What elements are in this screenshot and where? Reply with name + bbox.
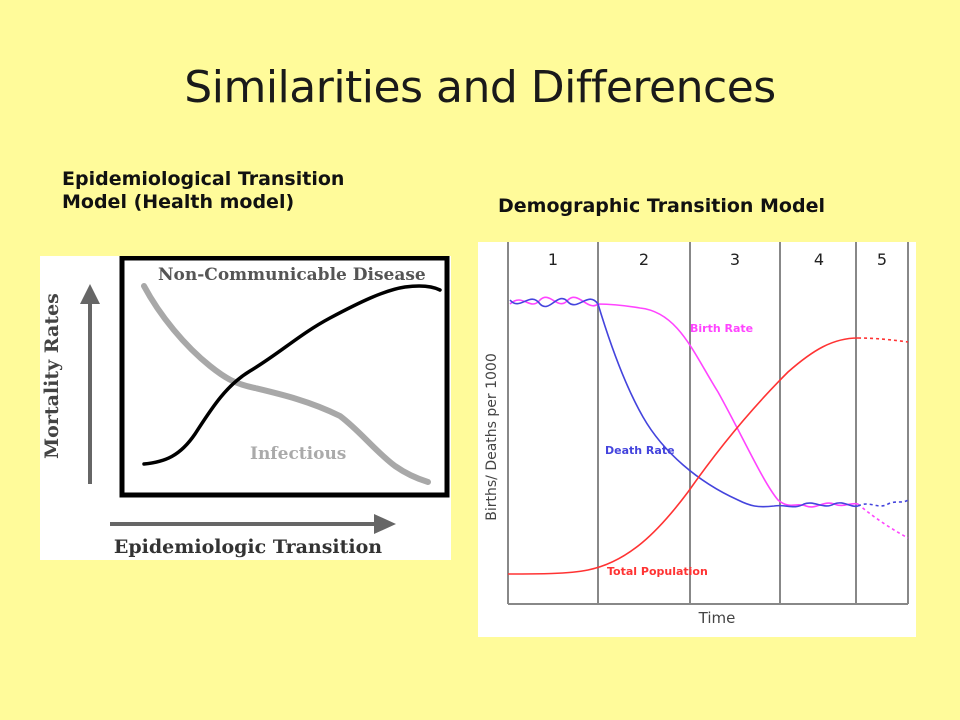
stage-4-label: 4 — [814, 250, 824, 269]
stage-3-label: 3 — [730, 250, 740, 269]
total-population-curve — [507, 337, 859, 575]
infectious-label: Infectious — [250, 444, 346, 464]
stage-1-label: 1 — [548, 250, 558, 269]
stage-2-label: 2 — [639, 250, 649, 269]
demographic-transition-diagram: 1 2 3 4 5 Births/ Deaths per 1000 Time B… — [478, 242, 916, 637]
death-rate-label: Death Rate — [605, 444, 675, 457]
epidemiologic-transition-label: Epidemiologic Transition — [114, 536, 382, 558]
death-rate-projection — [857, 499, 909, 507]
non-communicable-disease-label: Non-Communicable Disease — [158, 265, 426, 285]
epidemiological-svg: Mortality Rates Epidemiologic Transition… — [41, 256, 450, 558]
time-axis-label: Time — [698, 609, 736, 627]
mortality-rates-label: Mortality Rates — [41, 293, 63, 459]
total-population-label: Total Population — [607, 565, 708, 578]
infectious-curve — [141, 283, 431, 485]
birth-rate-label: Birth Rate — [690, 322, 753, 335]
slide-title: Similarities and Differences — [184, 62, 776, 113]
demographic-model-heading: Demographic Transition Model — [498, 195, 825, 217]
epidemiological-transition-diagram: Mortality Rates Epidemiologic Transition… — [40, 256, 451, 560]
death-rate-curve — [509, 297, 859, 508]
total-population-projection — [857, 337, 909, 343]
demographic-svg: 1 2 3 4 5 Births/ Deaths per 1000 Time B… — [484, 242, 909, 627]
diagram-frame — [119, 256, 450, 498]
non-communicable-curve — [142, 284, 442, 466]
stage-5-label: 5 — [877, 250, 887, 269]
epidemiological-model-heading: Epidemiological Transition Model (Health… — [62, 168, 345, 213]
births-deaths-axis-label: Births/ Deaths per 1000 — [484, 353, 500, 521]
birth-rate-curve — [509, 296, 859, 508]
y-axis-arrowhead-icon — [80, 284, 100, 304]
birth-rate-projection — [857, 503, 909, 539]
x-axis-arrowhead-icon — [374, 514, 396, 534]
